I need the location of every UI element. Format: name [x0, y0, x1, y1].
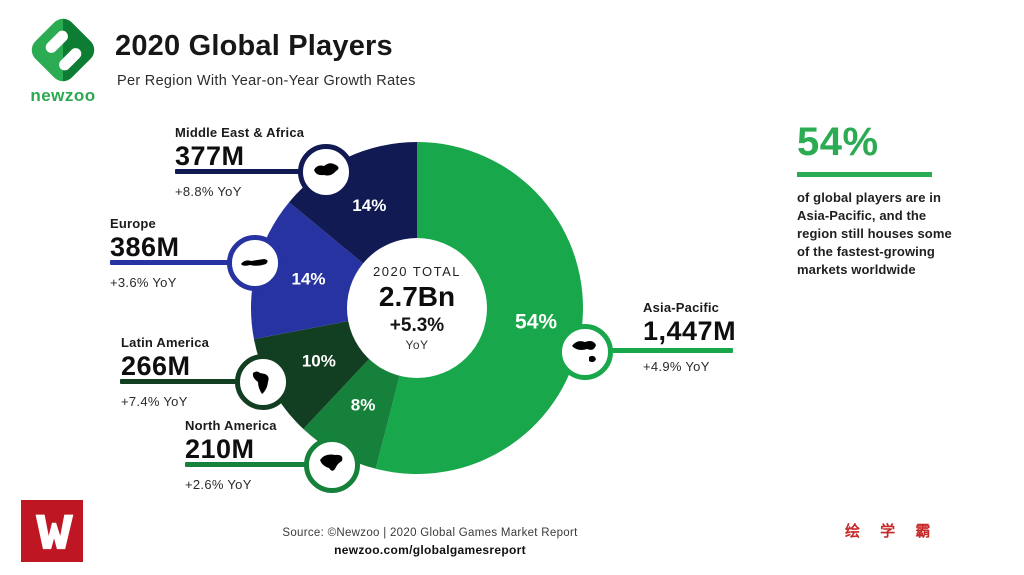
region-name: Asia-Pacific [643, 300, 720, 315]
middle-east-africa-map-icon [298, 144, 354, 200]
page-subtitle: Per Region With Year-on-Year Growth Rate… [117, 73, 416, 89]
total-value: 2.7Bn [378, 281, 456, 312]
north-america-map-icon [304, 437, 360, 493]
region-name: North America [185, 418, 277, 433]
region-name: Europe [110, 216, 156, 231]
donut-segment-pct-latin-america: 10% [302, 351, 336, 370]
callout-line-north-america [185, 462, 334, 467]
asia-pacific-map-icon [557, 324, 613, 380]
page-title: 2020 Global Players [115, 30, 393, 62]
region-players: 266M [121, 351, 191, 381]
callout-line-europe [110, 260, 257, 265]
callout-line-asia-pacific [588, 348, 733, 353]
region-players: 210M [185, 434, 255, 464]
donut-center-total: 2020 TOTAL 2.7Bn +5.3% YoY [347, 238, 487, 378]
donut-segment-pct-europe: 14% [292, 270, 326, 289]
region-yoy: +7.4% YoY [121, 394, 188, 410]
callout-latin-america: Latin America 266M +7.4% YoY [121, 335, 209, 409]
highlight-block: 54% of global players are in Asia-Pacifi… [797, 120, 982, 279]
donut-segment-pct-asia-pacific: 54% [515, 311, 557, 334]
callout-north-america: North America 210M +2.6% YoY [185, 418, 277, 492]
callout-middle-east-africa: Middle East & Africa 377M +8.8% YoY [175, 125, 304, 199]
watermark-text: 绘 学 霸 [845, 523, 939, 540]
region-name: Middle East & Africa [175, 125, 305, 140]
footer: Source: ©Newzoo | 2020 Global Games Mark… [180, 527, 680, 557]
total-growth: +5.3% [389, 315, 445, 336]
region-players: 1,447M [643, 316, 737, 346]
highlight-text: of global players are in Asia-Pacific, a… [797, 190, 952, 277]
latin-america-map-icon [235, 354, 291, 410]
newzoo-wordmark: newzoo [30, 86, 96, 105]
w-book-icon [35, 514, 74, 550]
donut-segment-pct-middle-east-africa: 14% [352, 196, 386, 215]
highlight-value: 54% [797, 120, 879, 164]
callout-europe: Europe 386M +3.6% YoY [110, 216, 180, 290]
newzoo-logo-icon [26, 13, 100, 87]
region-yoy: +4.9% YoY [643, 359, 710, 375]
region-yoy: +8.8% YoY [175, 184, 242, 200]
source-text: Source: ©Newzoo | 2020 Global Games Mark… [282, 527, 578, 539]
europe-map-icon [227, 235, 283, 291]
region-yoy: +2.6% YoY [185, 477, 252, 493]
region-players: 386M [110, 232, 180, 262]
total-label: 2020 TOTAL [373, 264, 461, 279]
region-yoy: +3.6% YoY [110, 275, 177, 291]
callout-asia-pacific: Asia-Pacific 1,447M +4.9% YoY [643, 300, 736, 374]
region-name: Latin America [121, 335, 210, 350]
region-players: 377M [175, 141, 245, 171]
donut-segment-pct-north-america: 8% [351, 396, 376, 415]
callout-line-middle-east-africa [175, 169, 328, 174]
watermark-logo [21, 500, 83, 562]
source-url: newzoo.com/globalgamesreport [334, 543, 526, 557]
highlight-underline [797, 172, 932, 177]
callout-line-latin-america [120, 379, 265, 384]
total-growth-unit: YoY [405, 338, 429, 352]
